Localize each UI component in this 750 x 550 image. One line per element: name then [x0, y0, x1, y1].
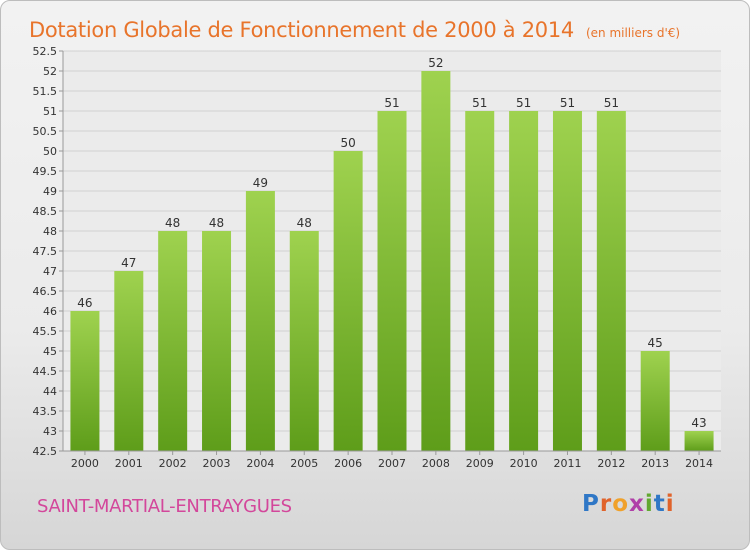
commune-name: SAINT-MARTIAL-ENTRAYGUES	[37, 496, 292, 517]
bar-value-label: 51	[516, 96, 531, 110]
logo-letter: i	[644, 491, 654, 517]
bar	[596, 111, 626, 451]
logo-letter: r	[599, 491, 613, 517]
y-tick-label: 45.5	[33, 325, 58, 338]
bar	[465, 111, 495, 451]
x-tick-label: 2014	[685, 457, 713, 470]
y-tick-label: 51	[43, 105, 57, 118]
logo-letter: x	[629, 491, 645, 517]
bar	[289, 231, 319, 451]
bar-value-label: 52	[428, 56, 443, 70]
y-tick-label: 45	[43, 345, 57, 358]
y-tick-label: 48	[43, 225, 57, 238]
proxiti-logo: Proxiti	[582, 491, 675, 517]
y-tick-label: 47	[43, 265, 57, 278]
value-labels: 46 47 48 48 49 48 50 51 52 51 51 51 51 45 43	[77, 56, 706, 430]
y-tick-label: 52	[43, 65, 57, 78]
y-tick-label: 50	[43, 145, 57, 158]
y-tick-label: 52.5	[33, 45, 58, 58]
y-tick-label: 49.5	[33, 165, 58, 178]
x-tick-label: 2003	[203, 457, 231, 470]
y-tick-label: 51.5	[33, 85, 58, 98]
bars	[70, 71, 714, 451]
bar-value-label: 43	[691, 416, 706, 430]
bar-value-label: 51	[604, 96, 619, 110]
logo-letter: i	[665, 491, 675, 517]
logo-letter: t	[653, 491, 666, 517]
y-tick-label: 43	[43, 425, 57, 438]
y-tick-label: 47.5	[33, 245, 58, 258]
y-tick-label: 46	[43, 305, 57, 318]
y-axis-ticks: 42.5 43 43.5 44 44.5 45 45.5 46 46.5 47 47.5 48 48.5…	[33, 45, 63, 458]
title-unit: (en milliers d'€)	[585, 26, 681, 40]
bar	[70, 311, 100, 451]
y-tick-label: 46.5	[33, 285, 58, 298]
logo-letter: o	[612, 491, 630, 517]
x-tick-label: 2001	[115, 457, 143, 470]
chart-title: Dotation Globale de Fonctionnement de 20…	[29, 7, 680, 45]
x-tick-label: 2011	[553, 457, 581, 470]
bar-value-label: 48	[297, 216, 312, 230]
bar	[158, 231, 188, 451]
bar-value-label: 45	[648, 336, 663, 350]
y-tick-label: 44	[43, 385, 57, 398]
bar	[640, 351, 670, 451]
bar-value-label: 51	[384, 96, 399, 110]
bar	[552, 111, 582, 451]
x-tick-label: 2000	[71, 457, 99, 470]
bar	[377, 111, 407, 451]
y-tick-label: 49	[43, 185, 57, 198]
x-tick-label: 2004	[246, 457, 274, 470]
x-tick-label: 2008	[422, 457, 450, 470]
bar	[245, 191, 275, 451]
bar-value-label: 51	[560, 96, 575, 110]
x-tick-label: 2002	[159, 457, 187, 470]
bar-value-label: 50	[340, 136, 355, 150]
x-tick-label: 2007	[378, 457, 406, 470]
bar-value-label: 48	[165, 216, 180, 230]
bar-value-label: 46	[77, 296, 92, 310]
x-tick-label: 2006	[334, 457, 362, 470]
x-tick-label: 2010	[510, 457, 538, 470]
bar	[333, 151, 363, 451]
y-tick-label: 43.5	[33, 405, 58, 418]
title-main: Dotation Globale de Fonctionnement de 20…	[29, 18, 574, 42]
x-axis-ticks: 2000 2001 2002 2003 2004 2005 2006 2007 2008 2009…	[71, 451, 713, 470]
x-tick-label: 2012	[597, 457, 625, 470]
bar	[421, 71, 451, 451]
logo-letter: P	[582, 491, 600, 517]
x-tick-label: 2013	[641, 457, 669, 470]
y-tick-label: 50.5	[33, 125, 58, 138]
bar	[202, 231, 232, 451]
bar	[509, 111, 539, 451]
bar	[684, 431, 714, 451]
bar-value-label: 47	[121, 256, 136, 270]
x-tick-label: 2009	[466, 457, 494, 470]
bar-value-label: 48	[209, 216, 224, 230]
y-tick-label: 48.5	[33, 205, 58, 218]
y-tick-label: 42.5	[33, 445, 58, 458]
bar	[114, 271, 144, 451]
x-tick-label: 2005	[290, 457, 318, 470]
y-tick-label: 44.5	[33, 365, 58, 378]
bar-value-label: 49	[253, 176, 268, 190]
bar-value-label: 51	[472, 96, 487, 110]
